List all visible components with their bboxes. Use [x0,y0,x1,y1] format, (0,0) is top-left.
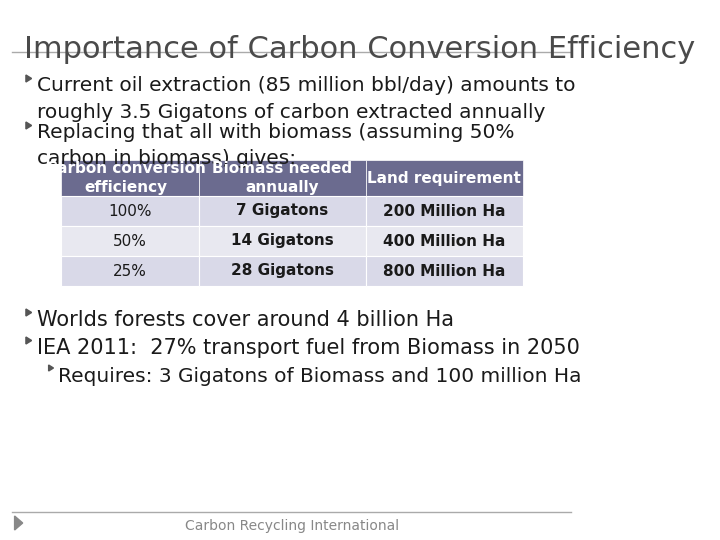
FancyBboxPatch shape [199,226,366,256]
FancyBboxPatch shape [366,256,523,286]
FancyBboxPatch shape [366,196,523,226]
FancyBboxPatch shape [199,160,366,196]
FancyBboxPatch shape [366,226,523,256]
Text: 14 Gigatons: 14 Gigatons [231,233,334,248]
FancyBboxPatch shape [60,160,199,196]
Text: Carbon Recycling International: Carbon Recycling International [185,519,399,533]
Text: IEA 2011:  27% transport fuel from Biomass in 2050: IEA 2011: 27% transport fuel from Biomas… [37,338,580,358]
Text: 200 Million Ha: 200 Million Ha [383,204,505,219]
Text: 400 Million Ha: 400 Million Ha [383,233,505,248]
Text: 7 Gigatons: 7 Gigatons [236,204,328,219]
FancyBboxPatch shape [60,226,199,256]
Polygon shape [49,365,53,371]
Text: Requires: 3 Gigatons of Biomass and 100 million Ha: Requires: 3 Gigatons of Biomass and 100 … [58,367,582,386]
Text: 25%: 25% [113,264,147,279]
Polygon shape [26,309,32,316]
Polygon shape [14,516,23,530]
Polygon shape [26,75,32,82]
Text: 50%: 50% [113,233,147,248]
Text: Current oil extraction (85 million bbl/day) amounts to
roughly 3.5 Gigatons of c: Current oil extraction (85 million bbl/d… [37,76,576,122]
Text: Carbon conversion
efficiency: Carbon conversion efficiency [46,161,206,195]
FancyBboxPatch shape [60,256,199,286]
FancyBboxPatch shape [199,256,366,286]
FancyBboxPatch shape [60,196,199,226]
Text: 800 Million Ha: 800 Million Ha [383,264,505,279]
Text: 28 Gigatons: 28 Gigatons [231,264,334,279]
FancyBboxPatch shape [366,160,523,196]
Text: 100%: 100% [108,204,152,219]
Text: Replacing that all with biomass (assuming 50%
carbon in biomass) gives:: Replacing that all with biomass (assumin… [37,123,515,168]
Polygon shape [26,122,32,129]
Text: Worlds forests cover around 4 billion Ha: Worlds forests cover around 4 billion Ha [37,310,454,330]
Text: Importance of Carbon Conversion Efficiency: Importance of Carbon Conversion Efficien… [24,35,696,64]
Text: Land requirement: Land requirement [367,171,521,186]
Polygon shape [26,337,32,344]
Text: Biomass needed
annually: Biomass needed annually [212,161,353,195]
FancyBboxPatch shape [199,196,366,226]
